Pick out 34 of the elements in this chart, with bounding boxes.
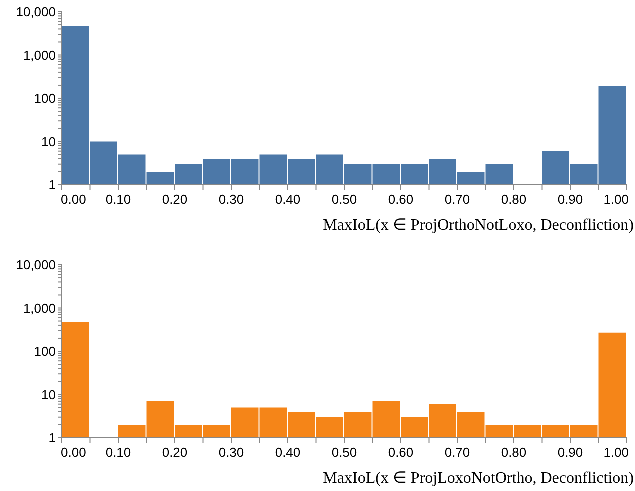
x-tick-label: 1.00 <box>604 445 629 460</box>
x-tick-label: 0.40 <box>275 192 301 207</box>
x-tick-label: 0.50 <box>332 192 358 207</box>
x-tick-label: 0.80 <box>501 445 527 460</box>
x-tick-label: 0.80 <box>501 192 527 207</box>
y-tick-label: 100 <box>34 344 56 360</box>
x-tick-label: 0.30 <box>218 445 244 460</box>
x-tick-label: 0.20 <box>162 445 188 460</box>
x-tick-label: 0.60 <box>388 192 414 207</box>
y-tick-label: 1,000 <box>23 300 56 316</box>
x-tick-label: 0.40 <box>275 445 301 460</box>
x-tick-label: 0.00 <box>61 192 86 207</box>
x-tick-label: 0.70 <box>444 445 470 460</box>
x-tick-label: 0.60 <box>388 445 414 460</box>
x-axis-title: MaxIoL(x ∈ ProjOrthoNotLoxo, Deconfliction) <box>323 217 634 234</box>
x-tick-label: 0.10 <box>106 192 132 207</box>
x-tick-label: 0.30 <box>218 192 244 207</box>
y-tick-label: 1 <box>48 430 56 446</box>
y-tick-label: 1,000 <box>23 48 56 63</box>
y-tick-label: 10 <box>42 387 56 402</box>
y-tick-label: 10,000 <box>16 258 56 273</box>
y-tick-label: 10 <box>42 134 56 150</box>
x-tick-label: 0.90 <box>558 445 584 460</box>
x-tick-label: 0.20 <box>162 192 188 207</box>
x-tick-label: 0.90 <box>558 192 584 207</box>
x-tick-label: 1.00 <box>604 192 629 207</box>
x-tick-label: 0.50 <box>332 445 358 460</box>
x-tick-label: 0.70 <box>444 192 470 207</box>
y-tick-label: 10,000 <box>16 4 56 20</box>
y-tick-label: 1 <box>48 178 56 193</box>
x-axis-title: MaxIoL(x ∈ ProjLoxoNotOrtho, Deconfliction) <box>323 470 634 487</box>
x-tick-label: 0.00 <box>61 445 86 460</box>
y-tick-label: 100 <box>34 91 56 106</box>
x-tick-label: 0.10 <box>106 445 132 460</box>
